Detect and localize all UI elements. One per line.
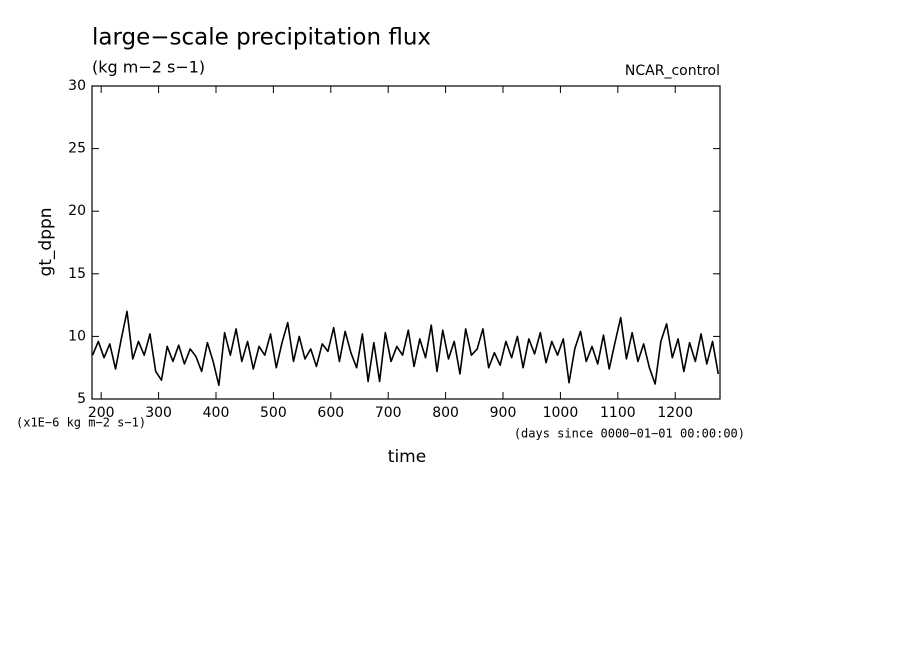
y-tick-label: 30 xyxy=(68,78,86,94)
x-tick-label: 1100 xyxy=(600,405,636,421)
x-axis-label: time xyxy=(388,447,426,467)
x-tick-label: 800 xyxy=(432,405,459,421)
data-line xyxy=(91,310,720,387)
y-tick-label: 15 xyxy=(68,266,86,282)
x-tick-label: 400 xyxy=(203,405,230,421)
x-tick-label: 1200 xyxy=(657,405,693,421)
x-units: (days since 0000−01−01 00:00:00) xyxy=(514,427,745,441)
chart-title: large−scale precipitation flux xyxy=(92,25,431,51)
x-tick-label: 1000 xyxy=(543,405,579,421)
x-tick-label: 300 xyxy=(145,405,172,421)
plot-frame xyxy=(91,85,721,400)
y-tick-label: 25 xyxy=(68,141,86,157)
x-tick-label: 500 xyxy=(260,405,287,421)
y-tick-label: 5 xyxy=(77,391,86,407)
x-tick-label: 200 xyxy=(88,405,115,421)
x-tick-label: 900 xyxy=(490,405,517,421)
chart-subtitle: (kg m−2 s−1) xyxy=(92,58,205,77)
annotation: NCAR_control xyxy=(625,63,720,79)
x-tick-label: 600 xyxy=(317,405,344,421)
y-units: (x1E−6 kg m−2 s−1) xyxy=(16,416,146,430)
y-tick-label: 10 xyxy=(68,328,86,344)
x-tick-label: 700 xyxy=(375,405,402,421)
y-axis-label: gt_dppn xyxy=(36,207,56,276)
y-tick-label: 20 xyxy=(68,203,86,219)
